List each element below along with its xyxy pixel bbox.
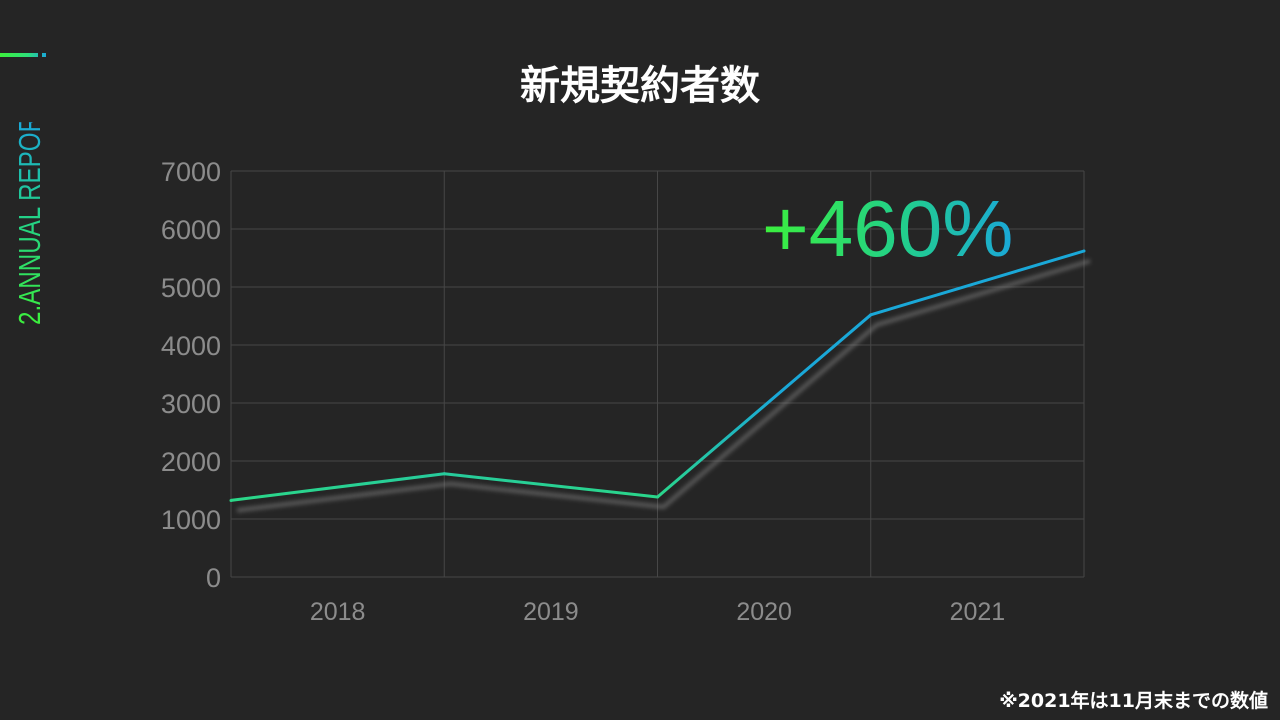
- chart-title: 新規契約者数: [520, 63, 760, 109]
- y-tick-label: 3000: [161, 389, 221, 419]
- y-tick-label: 4000: [161, 331, 221, 361]
- y-tick-label: 7000: [161, 157, 221, 187]
- y-tick-label: 0: [206, 563, 221, 593]
- y-tick-label: 6000: [161, 215, 221, 245]
- side-accent-bar: [0, 53, 46, 57]
- footnote: ※2021年は11月末までの数値: [999, 690, 1268, 712]
- y-tick-label: 5000: [161, 273, 221, 303]
- x-axis-ticks: 2018 2019 2020 2021: [310, 598, 1005, 626]
- data-point: [869, 313, 873, 317]
- data-point: [229, 498, 233, 502]
- data-point: [1082, 249, 1086, 253]
- x-category-label: 2020: [736, 598, 792, 626]
- series-line-shadow: [236, 259, 1091, 513]
- grid: [230, 170, 1085, 578]
- series-layer: [229, 249, 1091, 513]
- y-tick-label: 1000: [161, 505, 221, 535]
- data-point: [442, 472, 446, 476]
- x-category-label: 2021: [950, 598, 1006, 626]
- x-category-label: 2018: [310, 598, 366, 626]
- side-accent-gap: [38, 53, 42, 57]
- y-axis-ticks: 0 1000 2000 3000 4000 5000 6000 7000: [161, 157, 221, 593]
- y-tick-label: 2000: [161, 447, 221, 477]
- x-category-label: 2019: [523, 598, 579, 626]
- data-point: [656, 495, 659, 499]
- growth-callout: +460%: [762, 184, 1013, 273]
